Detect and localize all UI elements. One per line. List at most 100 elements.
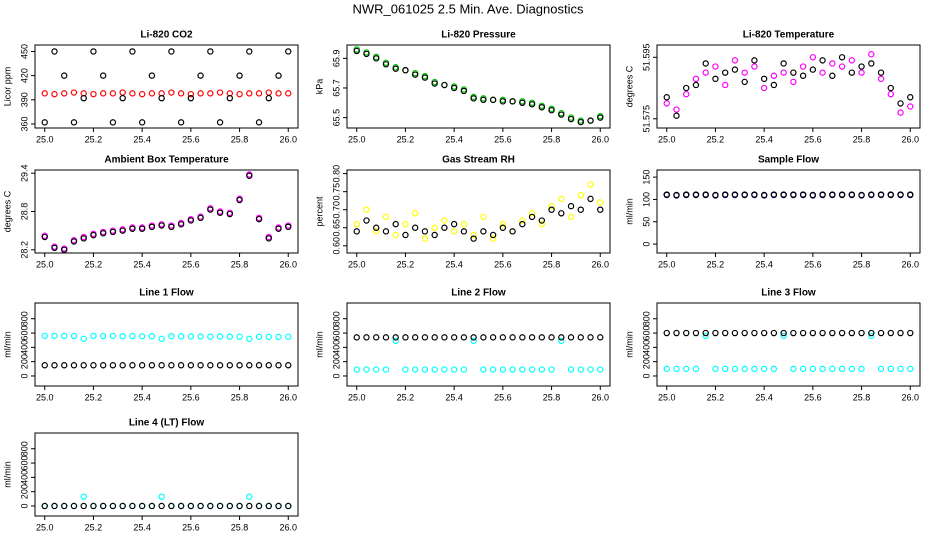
point	[470, 231, 477, 239]
y-axis-label: ml/min	[624, 198, 634, 225]
point	[177, 221, 185, 228]
point	[236, 196, 243, 204]
point	[265, 235, 272, 242]
point	[460, 220, 468, 228]
point	[431, 334, 438, 341]
x-tick-label: 26.0	[279, 134, 297, 144]
point	[721, 365, 729, 373]
point	[907, 191, 914, 198]
point	[51, 90, 58, 98]
x-tick-label: 25.8	[543, 392, 561, 402]
point	[246, 90, 253, 97]
point	[760, 84, 768, 92]
x-tick-label: 25.0	[348, 134, 366, 144]
y-tick-label: 0	[641, 373, 651, 378]
point	[411, 366, 419, 373]
point	[751, 329, 758, 337]
point	[382, 228, 390, 235]
point	[470, 334, 477, 341]
point	[255, 333, 263, 340]
point	[148, 333, 156, 340]
point	[90, 362, 97, 369]
point	[712, 365, 719, 373]
point	[275, 333, 282, 341]
point	[382, 334, 390, 341]
panel-title: Li-820 Temperature	[743, 30, 835, 41]
point	[848, 57, 856, 64]
point	[353, 228, 360, 235]
point	[819, 57, 826, 64]
point	[712, 63, 719, 70]
point	[382, 366, 390, 373]
point	[168, 89, 175, 96]
point	[567, 366, 575, 373]
x-tick-label: 25.8	[853, 392, 871, 402]
point	[441, 81, 448, 89]
point	[236, 502, 243, 510]
point	[90, 231, 97, 239]
point	[897, 329, 904, 337]
point	[809, 365, 817, 373]
x-tick-label: 25.4	[445, 259, 463, 269]
point	[741, 191, 748, 199]
panel-title: Line 4 (LT) Flow	[129, 418, 205, 429]
point	[577, 192, 584, 199]
point	[887, 329, 894, 337]
point	[712, 75, 719, 83]
point	[129, 48, 136, 55]
point	[799, 365, 807, 373]
point	[751, 57, 758, 64]
y-tick-label: 0	[19, 373, 29, 378]
y-axis-label: kPa	[314, 79, 324, 95]
point	[712, 329, 719, 337]
y-tick-label: 390	[19, 92, 29, 107]
point	[877, 69, 885, 76]
point	[61, 72, 68, 79]
x-tick-label: 25.8	[543, 134, 561, 144]
point	[353, 220, 360, 228]
x-tick-label: 26.0	[901, 259, 919, 269]
point	[838, 54, 846, 61]
point	[392, 65, 399, 72]
plot-box	[346, 44, 611, 129]
x-tick-label: 25.8	[231, 392, 249, 402]
point	[597, 334, 604, 341]
point	[683, 191, 690, 198]
point	[285, 502, 292, 510]
panel-title: Li-820 Pressure	[441, 30, 516, 41]
point	[99, 90, 107, 97]
point	[829, 60, 836, 67]
point	[480, 96, 487, 104]
y-tick-label: 0.80	[331, 165, 341, 183]
point	[702, 332, 709, 340]
point	[99, 72, 107, 79]
y-tick-label: 200	[19, 484, 29, 499]
point	[265, 94, 272, 102]
point	[683, 90, 690, 98]
point	[499, 224, 507, 231]
plot-box	[656, 44, 921, 129]
point	[187, 90, 195, 98]
point	[597, 366, 604, 373]
point	[177, 90, 185, 97]
point	[216, 119, 224, 126]
point	[450, 366, 458, 373]
x-tick-label: 25.6	[804, 134, 822, 144]
point	[509, 366, 516, 373]
point	[353, 47, 360, 55]
point	[373, 366, 380, 373]
x-tick-label: 25.2	[85, 134, 103, 144]
point	[187, 502, 195, 510]
point	[868, 60, 875, 67]
point	[129, 225, 136, 232]
point	[692, 191, 700, 199]
y-tick-label: 400	[19, 340, 29, 355]
point	[760, 191, 768, 199]
point	[353, 334, 360, 341]
point	[246, 362, 253, 369]
point	[246, 335, 253, 342]
point	[721, 81, 729, 89]
point	[80, 362, 87, 369]
panel-title: Gas Stream RH	[442, 155, 515, 166]
x-tick-label: 25.4	[445, 134, 463, 144]
